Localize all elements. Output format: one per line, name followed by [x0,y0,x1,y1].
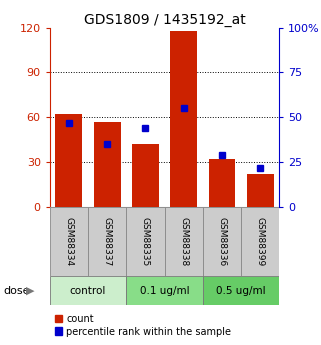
Text: dose: dose [3,286,30,296]
Bar [170,31,197,207]
Bar [132,144,159,207]
Bar [126,207,164,276]
Text: 0.5 ug/ml: 0.5 ug/ml [216,286,266,296]
Title: GDS1809 / 1435192_at: GDS1809 / 1435192_at [84,12,245,27]
Bar [203,276,279,305]
Bar [203,207,241,276]
Text: GSM88334: GSM88334 [65,217,74,266]
Bar [164,207,203,276]
Bar [56,114,82,207]
Bar [241,207,279,276]
Text: GSM88335: GSM88335 [141,217,150,266]
Bar [94,122,120,207]
Bar [126,276,203,305]
Bar [247,174,273,207]
Text: ▶: ▶ [26,286,34,296]
Text: GSM88399: GSM88399 [256,217,265,266]
Text: GSM88336: GSM88336 [217,217,226,266]
Bar [209,159,235,207]
Text: 0.1 ug/ml: 0.1 ug/ml [140,286,189,296]
Bar [88,207,126,276]
Bar [50,276,126,305]
Legend: count, percentile rank within the sample: count, percentile rank within the sample [55,314,231,337]
Text: control: control [70,286,106,296]
Text: GSM88338: GSM88338 [179,217,188,266]
Text: GSM88337: GSM88337 [103,217,112,266]
Bar [50,207,88,276]
